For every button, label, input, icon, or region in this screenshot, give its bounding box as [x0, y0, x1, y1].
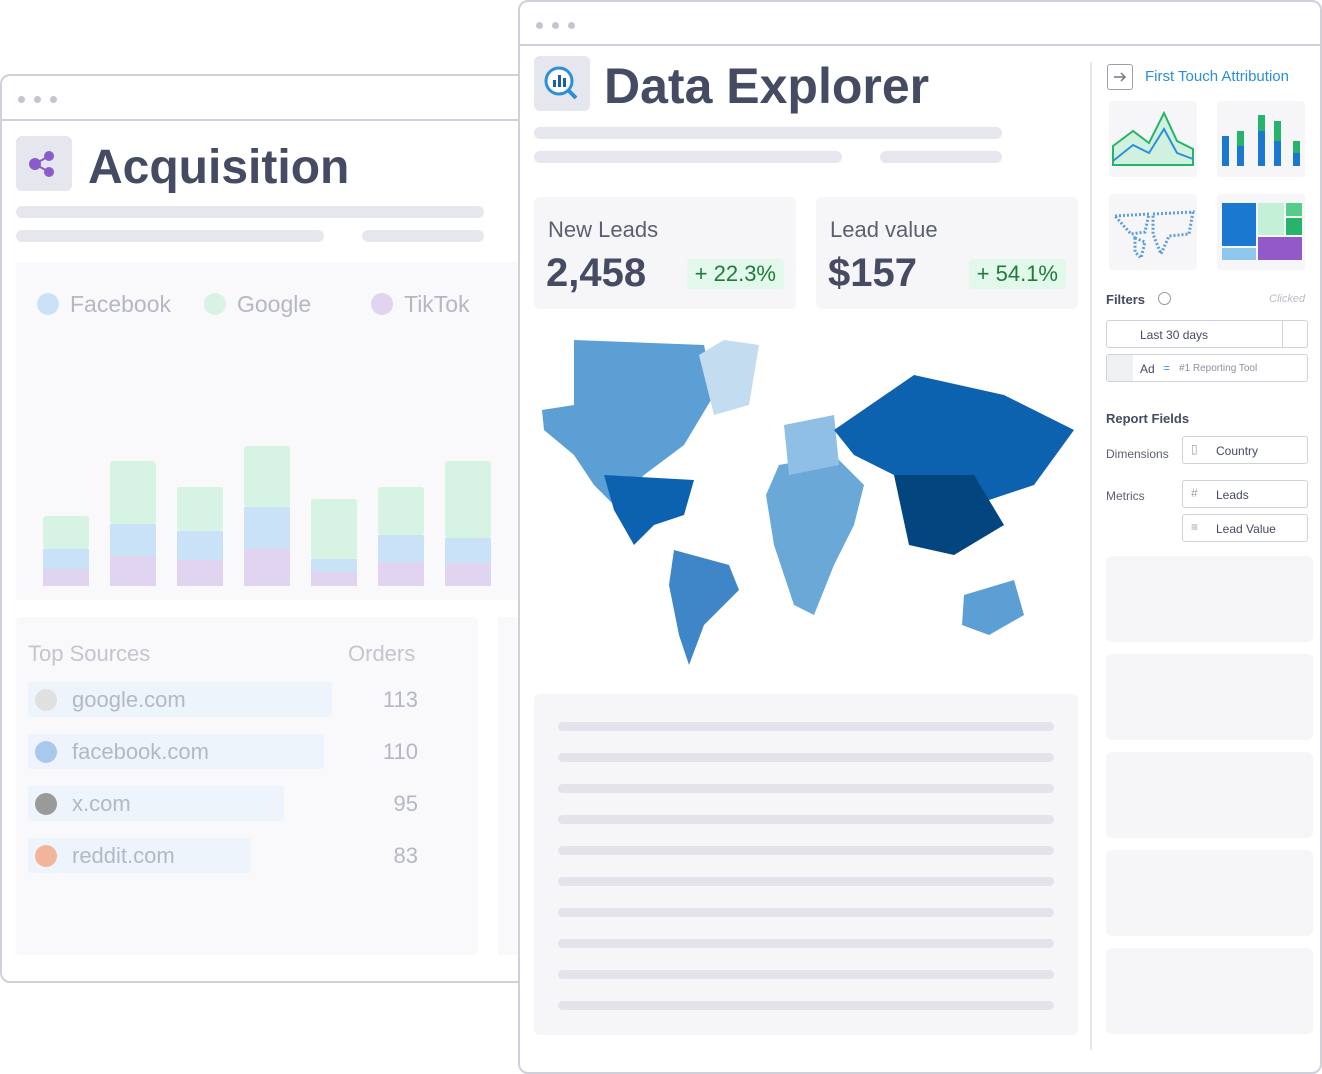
acquisition-icon — [16, 136, 72, 191]
acquisition-title: Acquisition — [88, 141, 350, 194]
explorer-icon — [534, 56, 590, 111]
legend-label: Google — [237, 291, 311, 317]
kpi-change: + 22.3% — [686, 259, 784, 289]
bar-segment — [445, 461, 491, 538]
bar-segment — [43, 516, 89, 549]
bar-segment — [244, 446, 290, 507]
kpi-card: New Leads 2,458 + 22.3% — [534, 197, 796, 309]
placeholder-line — [558, 877, 1054, 886]
bar-segment — [311, 499, 357, 559]
legend-swatch — [204, 293, 226, 315]
source-bar — [28, 786, 284, 821]
placeholder-line — [558, 939, 1054, 948]
acquisition-chart: Facebook Google TikTok — [37, 291, 491, 586]
ad-filter-value: #1 Reporting Tool — [1179, 363, 1258, 374]
table-panel: Top Sources Orders google.com 113 facebook… — [16, 617, 478, 955]
bar-segment — [110, 556, 156, 586]
placeholder-line — [558, 753, 1054, 762]
clicked-toggle[interactable]: Clicked — [1269, 293, 1306, 305]
metrics-label: Metrics — [1106, 489, 1145, 503]
source-name: x.com — [72, 791, 131, 816]
bar-segment — [244, 549, 290, 586]
source-bar — [28, 734, 324, 769]
source-orders: 95 — [393, 791, 418, 816]
bar-segment — [311, 572, 357, 586]
field-chip[interactable]: ≡ Lead Value — [1182, 514, 1308, 542]
source-name: facebook.com — [72, 739, 209, 764]
field-chip[interactable]: ▯ Country — [1182, 436, 1308, 464]
legend-swatch — [37, 293, 59, 315]
source-orders: 110 — [382, 739, 418, 764]
source-icon — [35, 689, 57, 711]
placeholder-line — [558, 846, 1054, 855]
table-header: Top Sources — [28, 641, 151, 666]
source-icon — [35, 793, 57, 815]
field-name: Leads — [1216, 488, 1249, 502]
source-orders: 83 — [393, 843, 418, 868]
bar-segment — [445, 538, 491, 563]
ad-filter-operator: = — [1163, 361, 1171, 375]
bar-segment — [378, 487, 424, 535]
detail-panel — [534, 694, 1078, 1035]
kpi-value: $157 — [828, 251, 917, 295]
legend-label: TikTok — [404, 291, 470, 317]
table-header: Orders — [348, 641, 416, 666]
kpi-card: Lead value $157 + 54.1% — [816, 197, 1078, 309]
bar-segment — [445, 563, 491, 586]
source-icon — [35, 741, 57, 763]
world-map — [542, 340, 1074, 665]
attribution-link[interactable]: First Touch Attribution — [1145, 68, 1289, 85]
filters-label: Filters — [1106, 292, 1146, 307]
field-chip[interactable]: # Leads — [1182, 480, 1308, 508]
source-orders: 113 — [382, 687, 418, 712]
date-filter[interactable]: Last 30 days — [1106, 320, 1308, 348]
report-fields-label: Report Fields — [1106, 411, 1190, 426]
kpi-value: 2,458 — [546, 251, 647, 295]
kpi-label: New Leads — [548, 217, 659, 242]
bar-segment — [244, 507, 290, 549]
source-icon — [35, 845, 57, 867]
field-name: Country — [1216, 444, 1259, 458]
bar-segment — [177, 560, 223, 586]
placeholder-line — [558, 815, 1054, 824]
source-bar — [28, 682, 332, 717]
source-name: reddit.com — [72, 843, 175, 868]
placeholder-line — [558, 1001, 1054, 1010]
source-name: google.com — [72, 687, 186, 712]
source-bar — [28, 838, 252, 873]
placeholder-line — [558, 784, 1054, 793]
bar-segment — [110, 461, 156, 524]
field-name: Lead Value — [1216, 522, 1276, 536]
bar-segment — [177, 531, 223, 560]
field-icon: ≡ — [1191, 520, 1199, 534]
chart-panel: Facebook Google TikTok — [16, 262, 520, 600]
placeholder-line — [558, 970, 1054, 979]
placeholder-line — [558, 908, 1054, 917]
bar-segment — [311, 559, 357, 572]
bar-segment — [43, 549, 89, 569]
kpi-change: + 54.1% — [968, 259, 1066, 289]
bar-segment — [177, 487, 223, 531]
bar-segment — [43, 569, 89, 586]
field-icon: ▯ — [1191, 442, 1198, 456]
ad-filter-field: Ad — [1140, 362, 1155, 376]
kpi-label: Lead value — [830, 217, 938, 242]
date-filter-text: Last 30 days — [1140, 328, 1209, 342]
field-icon: # — [1191, 486, 1198, 500]
ad-filter[interactable]: Ad = #1 Reporting Tool — [1106, 354, 1308, 382]
explorer-title: Data Explorer — [604, 58, 930, 114]
bar-segment — [110, 524, 156, 556]
bar-segment — [378, 562, 424, 586]
legend-label: Facebook — [70, 291, 172, 317]
placeholder-line — [558, 722, 1054, 731]
dimensions-label: Dimensions — [1106, 447, 1169, 461]
legend-swatch — [371, 293, 393, 315]
collapse-button[interactable] — [1107, 64, 1133, 90]
bar-segment — [378, 535, 424, 562]
